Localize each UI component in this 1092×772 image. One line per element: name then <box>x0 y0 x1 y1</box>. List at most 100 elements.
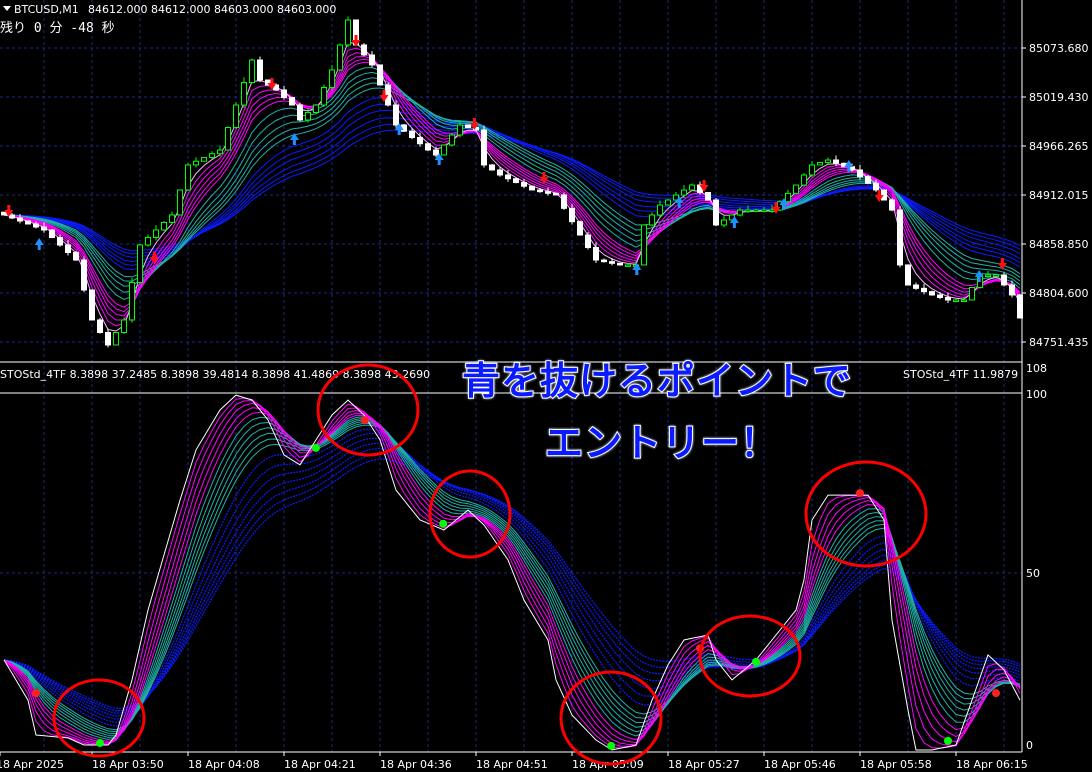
bull-candle <box>321 86 327 106</box>
bear-candle <box>361 44 367 56</box>
annotation-circle <box>698 614 802 698</box>
stochastic-tick-label: 108 <box>1026 362 1047 375</box>
bear-candle <box>81 259 87 291</box>
overlay-caption-line2: エントリー！ <box>544 420 780 466</box>
stochastic-fast-line <box>3 402 1021 746</box>
stochastic-slow-line <box>3 428 1021 727</box>
bear-candle <box>945 296 951 301</box>
price-tick-label: 84804.600 <box>1029 287 1089 300</box>
bull-candle <box>113 331 119 346</box>
bear-candle <box>481 129 487 166</box>
bull-candle <box>305 111 311 121</box>
time-axis[interactable]: 18 Apr 2025 18 Apr 03:50 18 Apr 04:08 18 Ap… <box>0 752 1028 771</box>
bull-candle <box>745 209 751 213</box>
sell-arrow-icon <box>997 257 1007 270</box>
mid-ma-line <box>3 71 1021 293</box>
bear-candle <box>529 185 535 191</box>
buy-arrow-icon <box>394 122 404 135</box>
bull-candle <box>137 244 143 283</box>
bear-candle <box>433 149 439 156</box>
time-tick-label: 18 Apr 04:08 <box>188 758 260 771</box>
bear-candle <box>569 207 575 223</box>
bear-candle <box>17 217 23 222</box>
bull-candle <box>689 184 695 191</box>
bear-candle <box>33 223 39 228</box>
buy-arrow-icon <box>434 153 444 166</box>
price-tick-label: 85019.430 <box>1029 91 1089 104</box>
buy-arrow-icon <box>779 197 789 210</box>
bull-candle <box>177 189 183 216</box>
bear-candle <box>425 143 431 151</box>
stochastic-main-line <box>3 394 1021 751</box>
bear-candle <box>593 247 599 261</box>
bull-candle <box>753 209 759 213</box>
buy-dot <box>96 739 104 748</box>
bear-candle <box>73 252 79 261</box>
bear-candle <box>1 211 7 216</box>
bear-candle <box>1009 284 1015 296</box>
bear-candle <box>905 264 911 286</box>
stochastic-slow-line <box>3 447 1021 714</box>
bull-candle <box>969 286 975 301</box>
candles <box>1 16 1023 348</box>
bear-candle <box>49 229 55 239</box>
sell-arrow-icon <box>267 78 277 91</box>
sell-dot <box>992 689 1000 698</box>
price-tick-label: 85073.680 <box>1029 42 1089 55</box>
bear-candle <box>505 174 511 180</box>
bull-candle <box>985 274 991 277</box>
stochastic-mid-line <box>3 424 1021 731</box>
bear-candle <box>921 287 927 293</box>
bull-candle <box>313 104 319 113</box>
bear-candle <box>57 237 63 246</box>
buy-dot <box>752 657 760 666</box>
bear-candle <box>561 194 567 209</box>
price-tick-label: 84751.435 <box>1029 336 1089 349</box>
bull-candle <box>785 192 791 203</box>
bull-candle <box>161 221 167 231</box>
bear-candle <box>409 130 415 138</box>
bear-candle <box>25 220 31 225</box>
bull-candle <box>761 209 767 213</box>
price-tick-label: 84966.265 <box>1029 140 1089 153</box>
bull-candle <box>193 160 199 166</box>
bull-candle <box>817 161 823 166</box>
sell-dot <box>32 689 40 698</box>
signal-arrows <box>4 34 1007 282</box>
bull-candle <box>145 236 151 246</box>
bear-candle <box>937 294 943 298</box>
sell-arrow-icon <box>351 34 361 47</box>
bull-candle <box>185 164 191 191</box>
price-axis[interactable]: 85073.680 85019.430 84966.265 84912.015 8485… <box>1022 42 1089 349</box>
collapse-triangle-icon[interactable] <box>3 6 11 11</box>
bear-candle <box>521 181 527 187</box>
buy-arrow-icon <box>974 269 984 282</box>
stochastic-fast-line <box>3 407 1021 744</box>
stochastic-mid-line <box>3 420 1021 735</box>
time-tick-label: 18 Apr 04:21 <box>284 758 356 771</box>
sell-arrow-icon <box>771 201 781 214</box>
stochastic-ribbon <box>3 394 1021 751</box>
annotation-circle <box>428 469 512 559</box>
bear-candle <box>89 289 95 321</box>
bear-candle <box>465 124 471 128</box>
bear-candle <box>257 59 263 81</box>
bear-candle <box>889 199 895 211</box>
time-tick-label: 18 Apr 05:27 <box>668 758 740 771</box>
buy-dot <box>439 519 448 528</box>
price-moving-average-ribbon <box>3 41 1021 332</box>
stochastic-fast-line <box>3 399 1021 747</box>
bull-candle <box>449 134 455 146</box>
bear-candle <box>9 214 15 219</box>
bull-candle <box>657 204 663 216</box>
indicator-label-right: STOStd_4TF 11.9879 <box>903 368 1018 381</box>
sell-arrow-icon <box>379 89 389 102</box>
mid-ma-line <box>3 66 1021 300</box>
bull-candle <box>249 59 255 84</box>
bear-candle <box>601 259 607 263</box>
stochastic-fast-line <box>3 411 1021 742</box>
bear-candle <box>105 331 111 346</box>
bear-candle <box>913 284 919 289</box>
sell-dot <box>360 416 369 425</box>
